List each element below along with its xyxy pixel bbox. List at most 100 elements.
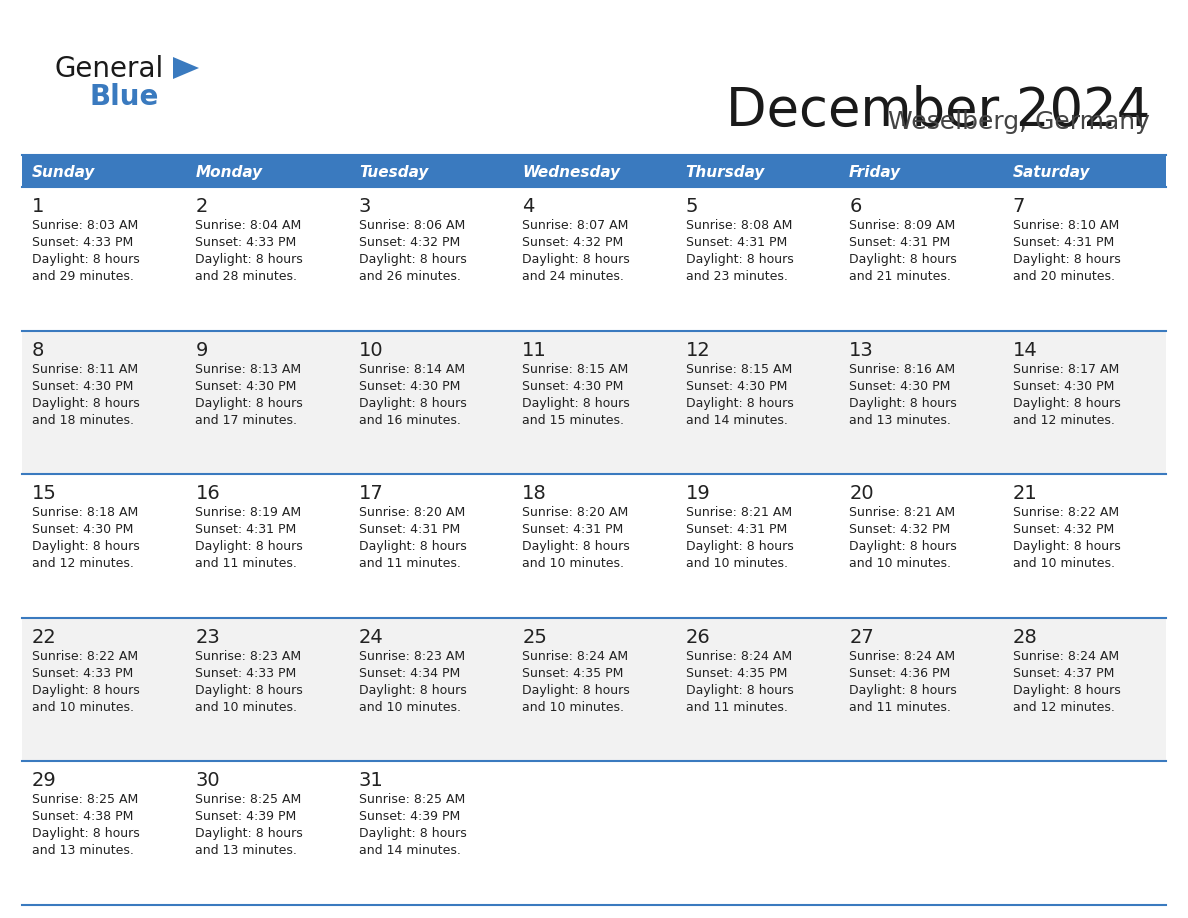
Text: Sunset: 4:31 PM: Sunset: 4:31 PM [359,523,460,536]
Text: Sunset: 4:33 PM: Sunset: 4:33 PM [196,236,297,249]
Text: Sunset: 4:33 PM: Sunset: 4:33 PM [196,666,297,680]
Text: Sunset: 4:31 PM: Sunset: 4:31 PM [685,236,786,249]
Text: and 13 minutes.: and 13 minutes. [32,845,134,857]
Text: Weselberg, Germany: Weselberg, Germany [889,110,1150,134]
Text: Daylight: 8 hours: Daylight: 8 hours [196,684,303,697]
Text: Daylight: 8 hours: Daylight: 8 hours [1012,397,1120,409]
Text: and 18 minutes.: and 18 minutes. [32,414,134,427]
Text: Sunset: 4:31 PM: Sunset: 4:31 PM [685,523,786,536]
Text: Daylight: 8 hours: Daylight: 8 hours [685,684,794,697]
Text: Daylight: 8 hours: Daylight: 8 hours [685,540,794,554]
Text: Sunset: 4:30 PM: Sunset: 4:30 PM [196,380,297,393]
Text: Daylight: 8 hours: Daylight: 8 hours [196,540,303,554]
Text: Blue: Blue [90,83,159,111]
Text: and 12 minutes.: and 12 minutes. [1012,700,1114,714]
Text: Sunrise: 8:08 AM: Sunrise: 8:08 AM [685,219,792,232]
Text: and 20 minutes.: and 20 minutes. [1012,270,1114,283]
FancyBboxPatch shape [23,618,1165,761]
Text: Sunset: 4:31 PM: Sunset: 4:31 PM [196,523,297,536]
Text: Daylight: 8 hours: Daylight: 8 hours [32,397,140,409]
Text: Sunset: 4:30 PM: Sunset: 4:30 PM [685,380,788,393]
Text: Sunset: 4:31 PM: Sunset: 4:31 PM [1012,236,1114,249]
Text: Sunrise: 8:20 AM: Sunrise: 8:20 AM [523,506,628,520]
Text: Sunset: 4:39 PM: Sunset: 4:39 PM [196,811,297,823]
Text: Daylight: 8 hours: Daylight: 8 hours [359,397,467,409]
Text: Sunrise: 8:25 AM: Sunrise: 8:25 AM [359,793,466,806]
Text: and 13 minutes.: and 13 minutes. [849,414,952,427]
Text: Daylight: 8 hours: Daylight: 8 hours [1012,684,1120,697]
Text: and 11 minutes.: and 11 minutes. [685,700,788,714]
Text: Daylight: 8 hours: Daylight: 8 hours [196,397,303,409]
Text: Daylight: 8 hours: Daylight: 8 hours [32,540,140,554]
Text: Sunset: 4:30 PM: Sunset: 4:30 PM [523,380,624,393]
Text: Sunrise: 8:19 AM: Sunrise: 8:19 AM [196,506,302,520]
Text: Sunrise: 8:17 AM: Sunrise: 8:17 AM [1012,363,1119,375]
Text: Daylight: 8 hours: Daylight: 8 hours [32,684,140,697]
Text: and 11 minutes.: and 11 minutes. [849,700,952,714]
Text: and 12 minutes.: and 12 minutes. [32,557,134,570]
Text: and 10 minutes.: and 10 minutes. [849,557,952,570]
Text: Sunrise: 8:21 AM: Sunrise: 8:21 AM [849,506,955,520]
FancyBboxPatch shape [23,475,1165,618]
Text: 16: 16 [196,484,220,503]
Text: Sunrise: 8:22 AM: Sunrise: 8:22 AM [1012,506,1119,520]
Text: and 11 minutes.: and 11 minutes. [359,557,461,570]
Text: 20: 20 [849,484,873,503]
Text: December 2024: December 2024 [726,85,1150,137]
Text: Daylight: 8 hours: Daylight: 8 hours [196,253,303,266]
Text: and 26 minutes.: and 26 minutes. [359,270,461,283]
Text: and 24 minutes.: and 24 minutes. [523,270,624,283]
Text: 30: 30 [196,771,220,790]
Text: Sunset: 4:30 PM: Sunset: 4:30 PM [32,380,133,393]
Text: Daylight: 8 hours: Daylight: 8 hours [32,827,140,840]
Text: 3: 3 [359,197,371,216]
Text: and 21 minutes.: and 21 minutes. [849,270,952,283]
Text: Daylight: 8 hours: Daylight: 8 hours [1012,540,1120,554]
Text: and 17 minutes.: and 17 minutes. [196,414,297,427]
Text: Daylight: 8 hours: Daylight: 8 hours [849,397,956,409]
Text: Sunrise: 8:22 AM: Sunrise: 8:22 AM [32,650,138,663]
Text: Daylight: 8 hours: Daylight: 8 hours [849,253,956,266]
Text: 10: 10 [359,341,384,360]
Text: 2: 2 [196,197,208,216]
Text: Daylight: 8 hours: Daylight: 8 hours [523,684,630,697]
Polygon shape [173,57,200,79]
Text: 6: 6 [849,197,861,216]
Text: Sunrise: 8:14 AM: Sunrise: 8:14 AM [359,363,465,375]
Text: 12: 12 [685,341,710,360]
Text: Sunrise: 8:15 AM: Sunrise: 8:15 AM [685,363,792,375]
Text: and 10 minutes.: and 10 minutes. [523,700,624,714]
Text: Friday: Friday [849,165,902,181]
Text: 19: 19 [685,484,710,503]
Text: Sunset: 4:30 PM: Sunset: 4:30 PM [359,380,460,393]
Text: Daylight: 8 hours: Daylight: 8 hours [359,540,467,554]
Text: and 13 minutes.: and 13 minutes. [196,845,297,857]
Text: Sunrise: 8:24 AM: Sunrise: 8:24 AM [685,650,792,663]
Text: Daylight: 8 hours: Daylight: 8 hours [359,684,467,697]
Text: Sunset: 4:30 PM: Sunset: 4:30 PM [1012,380,1114,393]
Text: Wednesday: Wednesday [523,165,620,181]
Text: Sunset: 4:34 PM: Sunset: 4:34 PM [359,666,460,680]
Text: Sunset: 4:33 PM: Sunset: 4:33 PM [32,666,133,680]
Text: 9: 9 [196,341,208,360]
Text: 11: 11 [523,341,546,360]
Text: 4: 4 [523,197,535,216]
Text: and 10 minutes.: and 10 minutes. [196,700,297,714]
Text: Daylight: 8 hours: Daylight: 8 hours [523,397,630,409]
Text: and 12 minutes.: and 12 minutes. [1012,414,1114,427]
Text: Saturday: Saturday [1012,165,1091,181]
Text: and 14 minutes.: and 14 minutes. [359,845,461,857]
Text: Sunrise: 8:10 AM: Sunrise: 8:10 AM [1012,219,1119,232]
Text: Sunset: 4:38 PM: Sunset: 4:38 PM [32,811,133,823]
Text: Monday: Monday [196,165,263,181]
Text: and 28 minutes.: and 28 minutes. [196,270,297,283]
Text: Sunrise: 8:07 AM: Sunrise: 8:07 AM [523,219,628,232]
Text: 17: 17 [359,484,384,503]
Text: 1: 1 [32,197,44,216]
Text: Sunrise: 8:25 AM: Sunrise: 8:25 AM [32,793,138,806]
Text: Sunset: 4:37 PM: Sunset: 4:37 PM [1012,666,1114,680]
Text: and 29 minutes.: and 29 minutes. [32,270,134,283]
Text: Daylight: 8 hours: Daylight: 8 hours [685,397,794,409]
Text: 14: 14 [1012,341,1037,360]
Text: 18: 18 [523,484,546,503]
